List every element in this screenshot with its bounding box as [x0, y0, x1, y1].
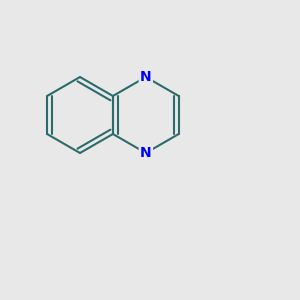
Text: N: N [140, 70, 152, 84]
Text: N: N [140, 146, 152, 160]
